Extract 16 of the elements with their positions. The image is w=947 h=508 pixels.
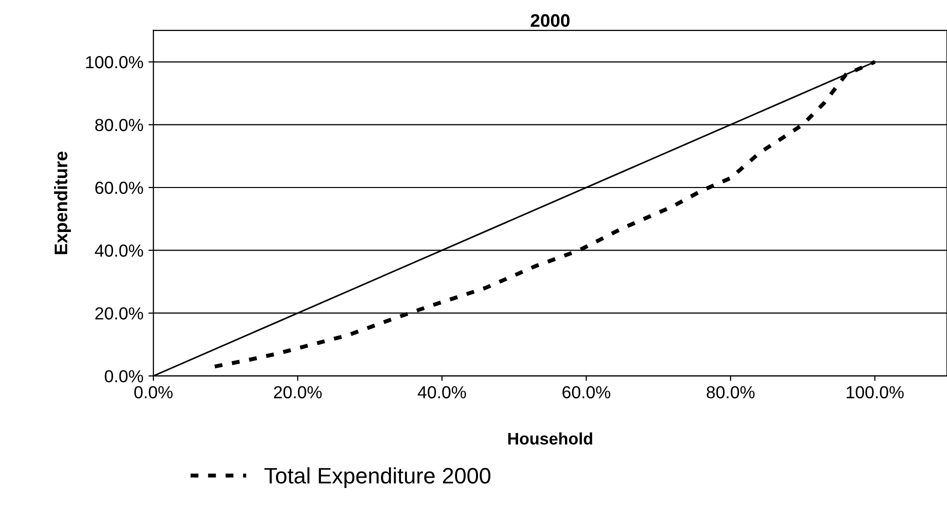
y-axis-title: Expenditure: [54, 152, 71, 254]
y-tick-label: 20.0%: [95, 307, 144, 320]
chart-title: 2000: [530, 14, 570, 27]
x-tick-label: 40.0%: [418, 386, 466, 398]
y-tick-label: 60.0%: [95, 182, 144, 194]
x-tick-label: 100.0%: [846, 386, 904, 398]
x-tick-label: 80.0%: [706, 386, 755, 398]
y-tick-label: 40.0%: [94, 244, 144, 257]
y-tick-label: 100.0%: [86, 56, 144, 68]
x-tick-label: 20.0%: [274, 386, 322, 398]
y-tick-label: 0.0%: [104, 370, 144, 382]
y-tick-label: 80.0%: [95, 118, 144, 132]
legend-label: Total Expenditure 2000: [264, 467, 490, 488]
x-tick-label: 0.0%: [134, 386, 173, 398]
x-axis-title: Household: [508, 432, 592, 445]
x-tick-label: 60.0%: [562, 386, 610, 398]
